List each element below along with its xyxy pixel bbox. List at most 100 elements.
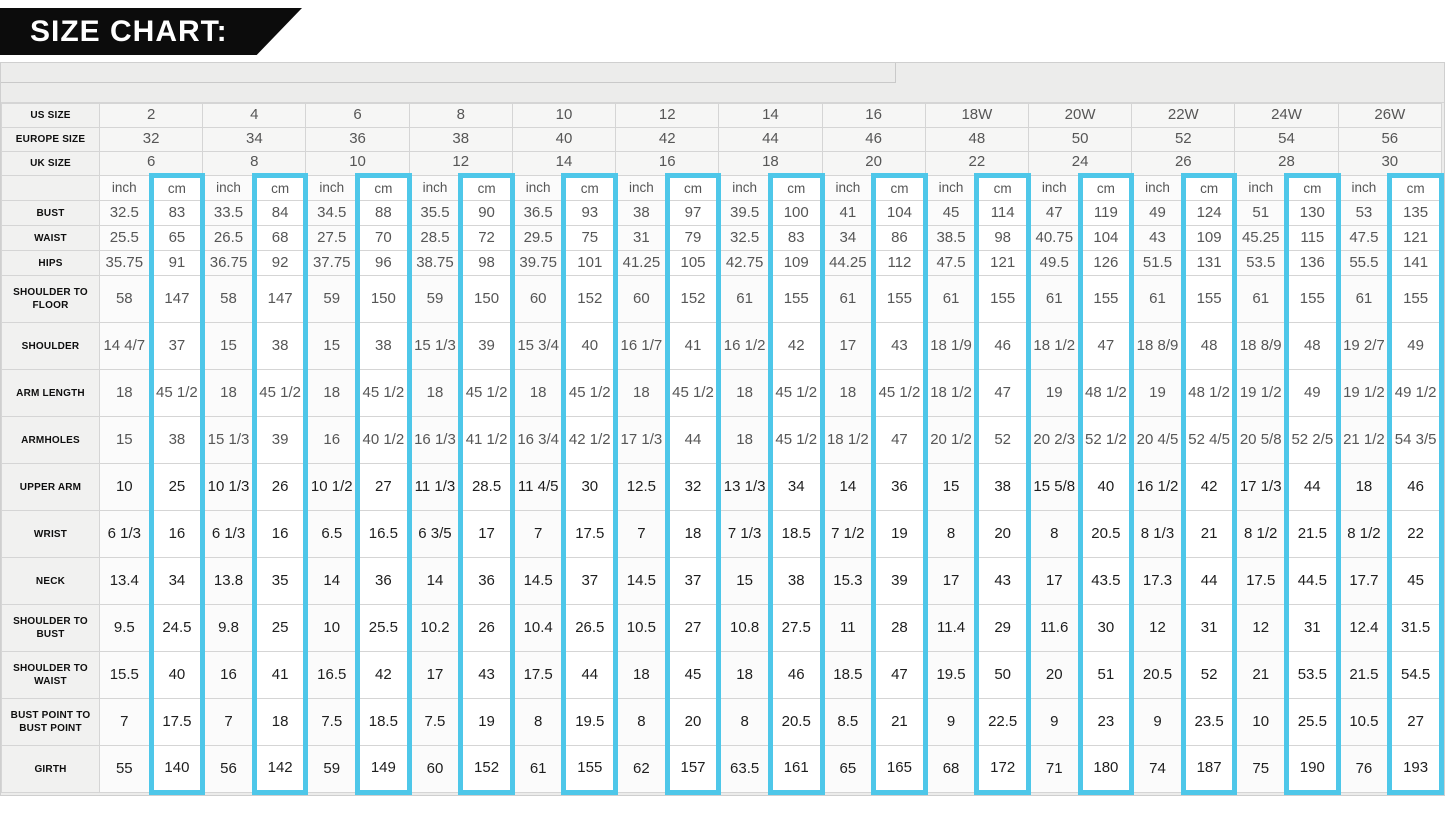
size-cell: 34 xyxy=(202,127,307,152)
cm-cell: 48 xyxy=(1284,322,1341,370)
cm-cell: 29 xyxy=(974,604,1031,652)
size-cell: 24W xyxy=(1234,103,1339,128)
unit-inch-label: inch xyxy=(99,175,152,201)
cm-cell: 48 1/2 xyxy=(1077,369,1135,417)
inch-cell: 26.5 xyxy=(202,225,255,251)
size-cell: 38 xyxy=(408,127,513,152)
unit-cm-label: cm xyxy=(871,173,928,201)
inch-cell: 12 xyxy=(1131,604,1184,652)
inch-cell: 7 xyxy=(511,510,565,558)
inch-cell: 20 2/3 xyxy=(1027,416,1081,464)
inch-cell: 28.5 xyxy=(408,225,462,251)
cm-cell: 114 xyxy=(974,200,1031,226)
inch-cell: 18 8/9 xyxy=(1131,322,1184,370)
cm-cell: 43.5 xyxy=(1077,557,1135,605)
row-label: ARMHOLES xyxy=(1,416,100,464)
inch-cell: 42.75 xyxy=(718,250,771,276)
inch-cell: 10.4 xyxy=(511,604,565,652)
inch-cell: 49.5 xyxy=(1027,250,1081,276)
cm-cell: 65 xyxy=(148,225,206,251)
inch-cell: 20.5 xyxy=(1131,651,1184,699)
cm-cell: 39 xyxy=(871,557,928,605)
cm-cell: 155 xyxy=(767,275,825,323)
cm-cell: 18.5 xyxy=(355,698,412,746)
cm-cell: 147 xyxy=(148,275,206,323)
cm-cell: 45 1/2 xyxy=(251,369,309,417)
cm-cell: 155 xyxy=(561,745,619,795)
inch-cell: 18 xyxy=(305,369,359,417)
size-cell: 40 xyxy=(511,127,617,152)
cm-cell: 136 xyxy=(1284,250,1341,276)
inch-cell: 56 xyxy=(202,745,255,793)
inch-cell: 29.5 xyxy=(511,225,565,251)
cm-cell: 41 xyxy=(664,322,722,370)
cm-cell: 27 xyxy=(1387,698,1444,746)
inch-cell: 7.5 xyxy=(408,698,462,746)
unit-cm-label: cm xyxy=(148,173,206,201)
cm-cell: 25.5 xyxy=(1284,698,1341,746)
inch-cell: 10 xyxy=(1234,698,1288,746)
page-title: SIZE CHART: xyxy=(30,14,228,48)
inch-cell: 38 xyxy=(615,200,668,226)
inch-cell: 60 xyxy=(615,275,668,323)
cm-cell: 35 xyxy=(251,557,309,605)
row-label: UPPER ARM xyxy=(1,463,100,511)
inch-cell: 58 xyxy=(202,275,255,323)
cm-cell: 83 xyxy=(767,225,825,251)
row-label: WRIST xyxy=(1,510,100,558)
inch-cell: 18 1/2 xyxy=(1027,322,1081,370)
cm-cell: 24.5 xyxy=(148,604,206,652)
inch-cell: 15 xyxy=(924,463,978,511)
inch-cell: 7.5 xyxy=(305,698,359,746)
inch-cell: 6 1/3 xyxy=(99,510,152,558)
cm-cell: 31.5 xyxy=(1387,604,1444,652)
inch-cell: 38.75 xyxy=(408,250,462,276)
inch-cell: 11 xyxy=(821,604,875,652)
inch-cell: 18 xyxy=(718,416,771,464)
cm-cell: 19 xyxy=(458,698,515,746)
cm-cell: 141 xyxy=(1387,250,1444,276)
inch-cell: 17 xyxy=(821,322,875,370)
cm-cell: 152 xyxy=(664,275,722,323)
cm-cell: 86 xyxy=(871,225,928,251)
cm-cell: 52 1/2 xyxy=(1077,416,1135,464)
cm-cell: 84 xyxy=(251,200,309,226)
cm-cell: 31 xyxy=(1284,604,1341,652)
inch-cell: 32.5 xyxy=(718,225,771,251)
inch-cell: 9 xyxy=(924,698,978,746)
cm-cell: 165 xyxy=(871,745,928,795)
size-cell: 54 xyxy=(1234,127,1339,152)
cm-cell: 38 xyxy=(767,557,825,605)
inch-cell: 16 xyxy=(202,651,255,699)
size-cell: 26 xyxy=(1131,151,1236,176)
unit-cm-label: cm xyxy=(974,173,1031,201)
inch-cell: 8 xyxy=(615,698,668,746)
size-cell: 8 xyxy=(202,151,307,176)
inch-cell: 71 xyxy=(1027,745,1081,793)
cm-cell: 16.5 xyxy=(355,510,412,558)
row-label xyxy=(1,175,100,201)
size-cell: 32 xyxy=(98,127,204,152)
inch-cell: 12.5 xyxy=(615,463,668,511)
cm-cell: 190 xyxy=(1284,745,1341,795)
inch-cell: 16 xyxy=(305,416,359,464)
inch-cell: 20 4/5 xyxy=(1131,416,1184,464)
cm-cell: 20.5 xyxy=(767,698,825,746)
inch-cell: 8 xyxy=(1027,510,1081,558)
cm-cell: 98 xyxy=(974,225,1031,251)
row-label: ARM LENGTH xyxy=(1,369,100,417)
cm-cell: 70 xyxy=(355,225,412,251)
cm-cell: 42 xyxy=(1180,463,1238,511)
inch-cell: 38.5 xyxy=(924,225,978,251)
unit-cm-label: cm xyxy=(1077,173,1135,201)
inch-cell: 61 xyxy=(511,745,565,793)
cm-cell: 43 xyxy=(458,651,515,699)
inch-cell: 27.5 xyxy=(305,225,359,251)
size-cell: 18 xyxy=(718,151,823,176)
cm-cell: 18 xyxy=(664,510,722,558)
unit-inch-label: inch xyxy=(1027,175,1081,201)
cm-cell: 45 1/2 xyxy=(767,416,825,464)
cm-cell: 34 xyxy=(767,463,825,511)
cm-cell: 19 xyxy=(871,510,928,558)
inch-cell: 14 xyxy=(821,463,875,511)
